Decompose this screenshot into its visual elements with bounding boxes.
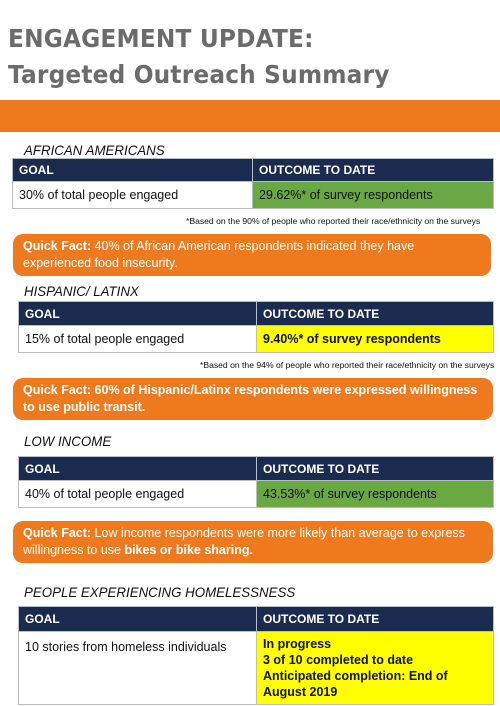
quick-fact-box: Quick Fact: 40% of African American resp… [13,234,491,276]
goal-cell: 10 stories from homeless individuals [18,631,257,705]
footnote: *Based on the 94% of people who reported… [200,360,495,370]
goal-cell: 30% of total people engaged [12,181,253,209]
quick-fact-text: 60% of Hispanic/Latinx respondents were … [23,383,478,414]
goal-header: GOAL [18,606,257,632]
orange-banner [0,100,500,132]
goal-table-hispanic-latinx: GOAL OUTCOME TO DATE 15% of total people… [18,301,494,353]
goal-table-low-income: GOAL OUTCOME TO DATE 40% of total people… [18,456,494,508]
outcome-cell: 29.62%* of survey respondents [252,181,494,209]
quick-fact-text: 40% of African American respondents indi… [23,239,415,270]
goal-cell: 40% of total people engaged [18,480,257,508]
quick-fact-box: Quick Fact: 60% of Hispanic/Latinx respo… [13,378,493,420]
quick-fact-box: Quick Fact: Low income respondents were … [13,521,493,563]
outcome-line: Anticipated completion: End of August 20… [263,669,448,699]
quick-fact-label: Quick Fact: [23,383,92,397]
outcome-cell: 9.40%* of survey respondents [256,325,494,353]
goal-table-african-americans: GOAL OUTCOME TO DATE 30% of total people… [12,158,494,209]
outcome-cell: 43.53%* of survey respondents [256,480,494,508]
section-title-african-americans: AFRICAN AMERICANS [24,142,165,158]
goal-header: GOAL [18,301,257,326]
outcome-line: 3 of 10 completed to date [263,653,414,667]
footnote: *Based on the 90% of people who reported… [186,216,481,226]
outcome-header: OUTCOME TO DATE [256,606,494,632]
goal-table-homelessness: GOAL OUTCOME TO DATE 10 stories from hom… [18,606,494,705]
section-title-hispanic-latinx: HISPANIC/ LATINX [24,283,139,299]
quick-fact-label: Quick Fact: [23,239,92,253]
quick-fact-bold-text: bikes or bike sharing. [124,543,253,557]
page-subtitle: Targeted Outreach Summary [8,60,390,89]
goal-header: GOAL [18,456,257,481]
goal-cell: 15% of total people engaged [18,325,257,353]
page-title: ENGAGEMENT UPDATE: [8,24,314,53]
quick-fact-text: Low income respondents were more likely … [23,526,465,557]
outcome-header: OUTCOME TO DATE [256,456,494,481]
section-title-low-income: LOW INCOME [24,433,112,449]
outcome-line: In progress [263,637,332,651]
goal-header: GOAL [12,158,253,182]
outcome-header: OUTCOME TO DATE [256,301,494,326]
section-title-homelessness: PEOPLE EXPERIENCING HOMELESSNESS [24,584,296,600]
outcome-header: OUTCOME TO DATE [252,158,494,182]
quick-fact-label: Quick Fact: [23,526,92,540]
outcome-cell: In progress 3 of 10 completed to date An… [256,631,494,705]
